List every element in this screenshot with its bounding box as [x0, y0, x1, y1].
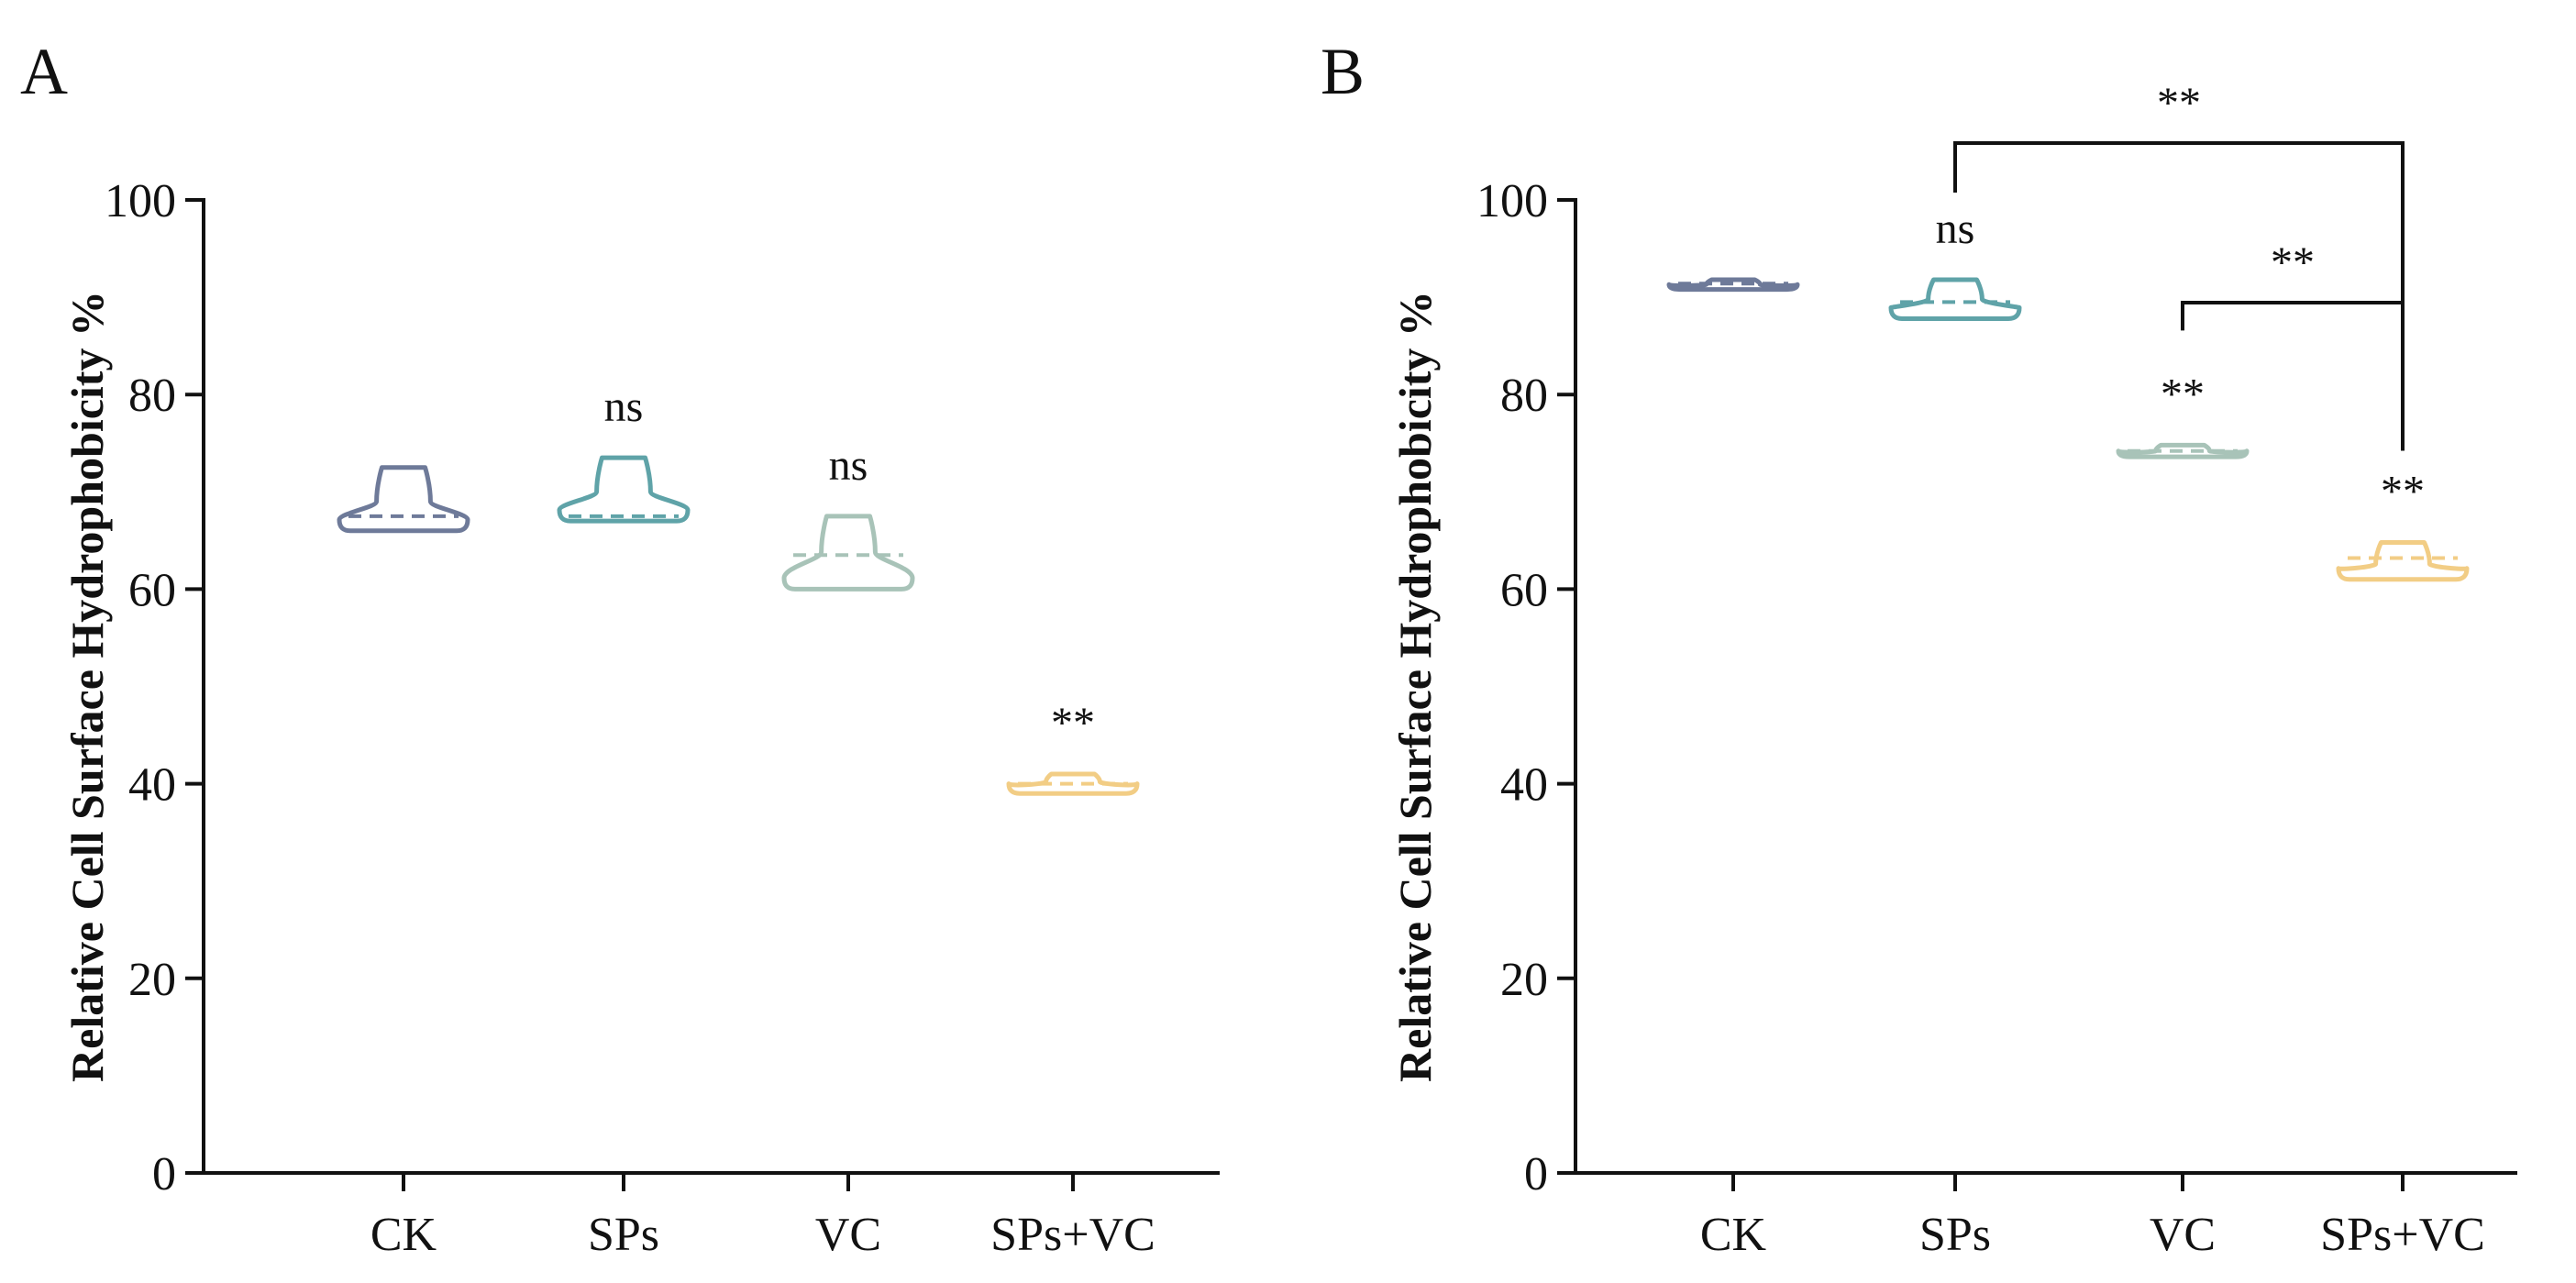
x-tick-label: SPs	[1919, 1209, 1991, 1261]
y-tick-label: 20	[1500, 954, 1548, 1006]
violin-sps	[557, 455, 691, 524]
violin-sps-vc	[1006, 771, 1140, 796]
y-tick-label: 100	[105, 175, 176, 227]
violin-ck	[337, 465, 470, 534]
violin-vc	[781, 514, 915, 592]
x-tick-label: SPs+VC	[990, 1209, 1155, 1261]
y-tick-label: 40	[128, 759, 176, 812]
y-tick-label: 100	[1476, 175, 1548, 227]
significance-label: **	[2161, 370, 2205, 418]
x-tick-label: VC	[815, 1209, 881, 1261]
violin-sps-vc	[2336, 539, 2470, 582]
significance-label: ns	[829, 441, 868, 490]
x-tick-label: CK	[1700, 1209, 1767, 1261]
y-axis-label: Relative Cell Surface Hydrophobicity %	[1389, 291, 1441, 1082]
y-tick-label: 0	[1524, 1148, 1548, 1200]
x-tick-label: SPs	[588, 1209, 659, 1261]
y-axis-label: Relative Cell Surface Hydrophobicity %	[61, 291, 113, 1082]
significance-label: **	[2381, 467, 2425, 515]
x-tick-label: VC	[2150, 1209, 2216, 1261]
comparison-bracket	[1953, 141, 2405, 451]
x-tick-label: SPs+VC	[2320, 1209, 2485, 1261]
panel-letter: A	[20, 35, 68, 108]
violin-vc	[2116, 442, 2250, 459]
y-tick-label: 80	[1500, 370, 1548, 422]
y-tick-label: 0	[152, 1148, 176, 1200]
x-tick-label: CK	[370, 1209, 437, 1261]
y-tick-label: 20	[128, 954, 176, 1006]
y-tick-label: 80	[128, 370, 176, 422]
significance-label: **	[1051, 699, 1095, 747]
comparison-label: **	[2271, 238, 2315, 287]
violin-sps	[1888, 277, 2022, 321]
y-tick-label: 40	[1500, 759, 1548, 812]
comparison-label: **	[2157, 79, 2201, 127]
y-tick-label: 60	[128, 564, 176, 616]
panel-letter: B	[1321, 35, 1365, 108]
comparison-bracket	[2181, 301, 2403, 331]
significance-label: ns	[1936, 205, 1975, 253]
y-tick-label: 60	[1500, 564, 1548, 616]
significance-label: ns	[604, 382, 644, 431]
violin-ck	[1666, 277, 1800, 293]
